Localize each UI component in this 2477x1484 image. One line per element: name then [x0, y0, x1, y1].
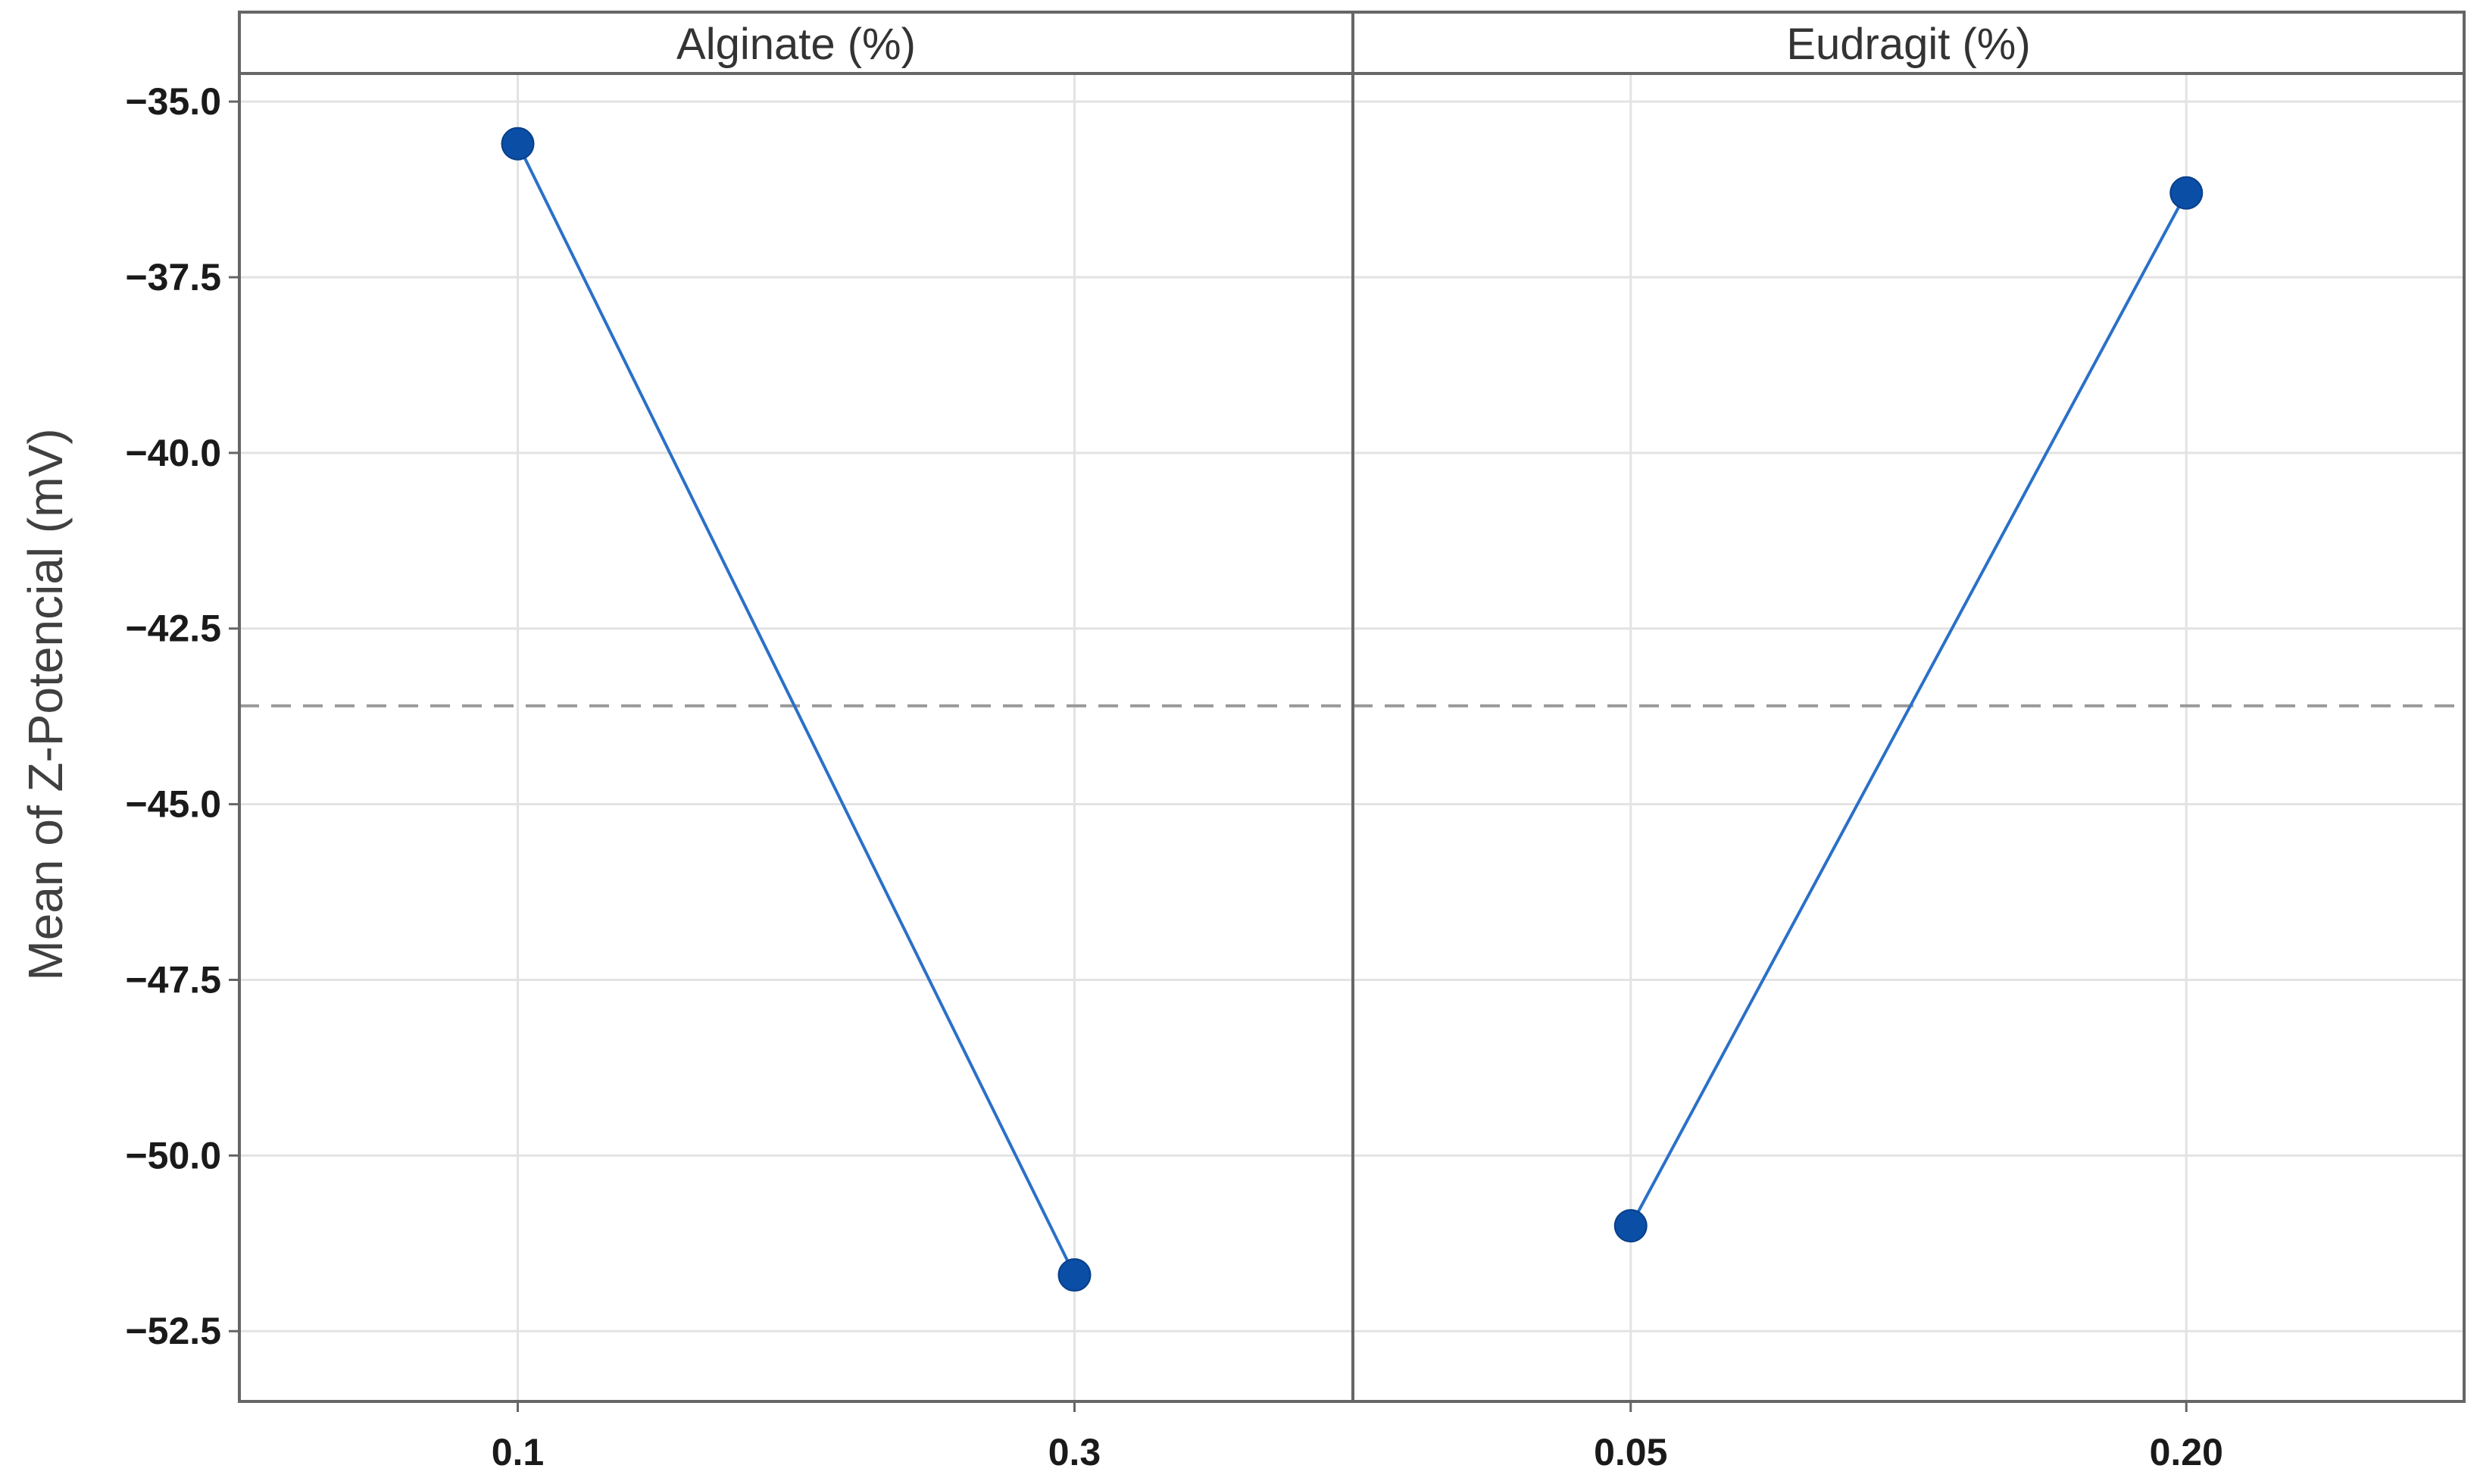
y-tick-label: −40.0 [125, 432, 221, 474]
y-tick-label: −50.0 [125, 1134, 221, 1176]
y-tick-label: −52.5 [125, 1310, 221, 1352]
y-tick-label: −37.5 [125, 256, 221, 298]
y-tick-label: −35.0 [125, 80, 221, 123]
panel-frames [229, 11, 2466, 1412]
y-tick-label: −45.0 [125, 783, 221, 826]
x-tick-label: 0.1 [492, 1431, 545, 1473]
y-axis-title: Mean of Z-Potencial (mV) [18, 428, 73, 980]
x-tick-label: 0.05 [1594, 1431, 1667, 1473]
series-line [1629, 192, 2188, 1227]
data-point [501, 127, 535, 161]
panel-strip-label: Eudragit (%) [1786, 20, 2030, 69]
series-group [501, 127, 2204, 1292]
y-tick-label: −47.5 [125, 958, 221, 1001]
data-point [1613, 1209, 1648, 1243]
panel-strip-label: Alginate (%) [676, 20, 916, 69]
x-tick-label: 0.20 [2150, 1431, 2223, 1473]
x-tick-label: 0.3 [1048, 1431, 1101, 1473]
tick-labels: −35.0 −37.5 −40.0 −42.5 −45.0 −47.5 −50.0 −52.5… [125, 20, 2222, 1473]
series-line [516, 142, 1076, 1276]
data-point [1057, 1258, 1092, 1292]
y-tick-label: −42.5 [125, 608, 221, 650]
data-point [2169, 176, 2204, 210]
